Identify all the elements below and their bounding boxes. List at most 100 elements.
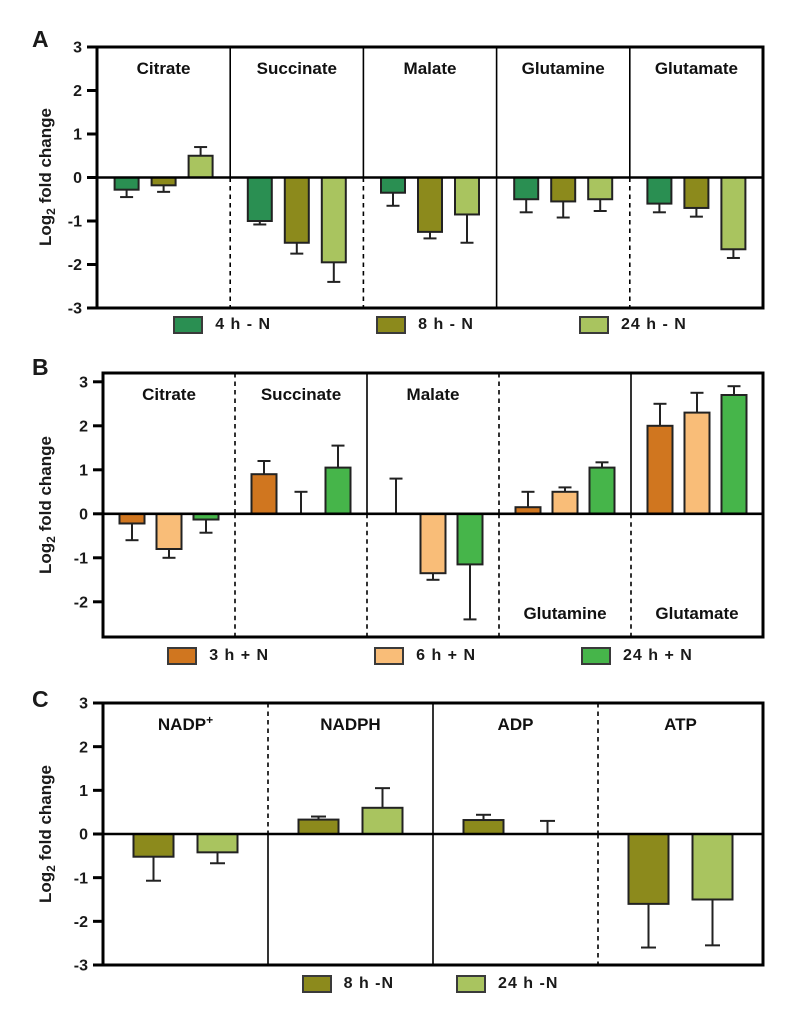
category-label: Malate bbox=[404, 59, 457, 78]
panel-c-legend: 8 h -N 24 h -N bbox=[97, 975, 763, 993]
category-label: NADP+ bbox=[158, 713, 213, 734]
bar bbox=[691, 833, 734, 901]
category-label: Glutamine bbox=[522, 59, 605, 78]
legend-label: 24 h - N bbox=[620, 316, 687, 333]
y-axis-tick-label: -1 bbox=[74, 870, 88, 887]
y-axis-tick-label: 3 bbox=[73, 40, 82, 57]
legend-label: 3 h + N bbox=[209, 647, 270, 664]
bar bbox=[283, 176, 310, 244]
legend-swatch-24h-minus-n bbox=[578, 316, 609, 334]
bar bbox=[155, 512, 183, 551]
bar bbox=[683, 411, 711, 515]
legend-item-24h-minus-n: 24 h -N bbox=[456, 975, 558, 993]
bar bbox=[513, 176, 540, 201]
category-label: Glutamate bbox=[655, 604, 738, 623]
legend-swatch-24h-plus-n bbox=[581, 647, 611, 665]
y-axis-tick-label: 3 bbox=[79, 696, 88, 713]
bar bbox=[454, 176, 480, 216]
category-label: Glutamate bbox=[655, 59, 738, 78]
category-label: ADP bbox=[498, 715, 534, 734]
legend-label: 4 h - N bbox=[215, 316, 272, 333]
legend-label: 24 h -N bbox=[498, 975, 559, 992]
panel-b-legend: 3 h + N 6 h + N 24 h + N bbox=[97, 647, 763, 665]
legend-label: 6 h + N bbox=[416, 647, 476, 664]
legend-item-24h-plus-n: 24 h + N bbox=[581, 647, 693, 665]
y-axis-tick-label: 1 bbox=[73, 127, 82, 144]
legend-item-3h-plus-n: 3 h + N bbox=[167, 647, 269, 665]
y-axis-tick-label: 2 bbox=[79, 418, 88, 435]
category-label: Succinate bbox=[261, 385, 341, 404]
y-axis-tick-label: -3 bbox=[74, 958, 88, 971]
bar bbox=[380, 176, 406, 194]
bar bbox=[462, 819, 505, 836]
bar bbox=[646, 424, 674, 515]
y-axis-tick-label: 2 bbox=[79, 739, 88, 756]
legend-item-4h-minus-n: 4 h - N bbox=[173, 316, 271, 334]
bar bbox=[118, 512, 146, 525]
bar bbox=[456, 512, 484, 566]
bar bbox=[551, 490, 579, 515]
panel-c-bar-chart: 3 2 1 0 -1 -2 -3 NADP+ NADPH ADP ATP bbox=[74, 696, 765, 971]
plot-border bbox=[101, 701, 765, 967]
bar bbox=[250, 473, 278, 515]
y-axis-tick-label: -2 bbox=[74, 914, 88, 931]
legend-swatch-4h-minus-n bbox=[173, 316, 204, 334]
y-axis-tick-label: 0 bbox=[79, 827, 88, 844]
legend-label: 8 h - N bbox=[418, 316, 474, 333]
bar bbox=[132, 833, 175, 858]
y-axis-tick-label: 1 bbox=[79, 783, 88, 800]
bar bbox=[417, 176, 443, 233]
legend-label: 8 h -N bbox=[343, 975, 395, 992]
category-label: ATP bbox=[664, 715, 697, 734]
legend-item-8h-minus-n: 8 h -N bbox=[301, 975, 395, 993]
category-label: Glutamine bbox=[523, 604, 606, 623]
category-label: Citrate bbox=[142, 385, 196, 404]
y-axis-tick-label: 1 bbox=[79, 462, 88, 479]
bar bbox=[646, 176, 673, 205]
bar bbox=[550, 176, 577, 203]
bar bbox=[627, 833, 670, 905]
bar bbox=[113, 176, 140, 191]
bar bbox=[320, 176, 347, 264]
legend-swatch-8h-minus-n bbox=[376, 316, 407, 334]
legend-swatch-3h-plus-n bbox=[167, 647, 198, 665]
bar bbox=[187, 154, 214, 179]
category-label: Citrate bbox=[137, 59, 191, 78]
bar bbox=[196, 833, 239, 854]
y-axis-tick-label: -2 bbox=[74, 594, 88, 611]
bar bbox=[246, 176, 273, 222]
bar bbox=[683, 176, 710, 209]
panel-a-bar-chart: 3 2 1 0 -1 -2 -3 Citrate Succinate Malate Glutamin… bbox=[68, 40, 765, 314]
y-axis-tick-label: 0 bbox=[73, 170, 82, 187]
bar bbox=[720, 176, 747, 251]
y-axis-tick-label: -2 bbox=[68, 257, 82, 274]
bar bbox=[297, 818, 340, 835]
legend-item-8h-minus-n: 8 h - N bbox=[376, 316, 474, 334]
category-label: Succinate bbox=[257, 59, 337, 78]
bar bbox=[587, 176, 614, 201]
bar bbox=[361, 806, 404, 836]
panel-b-bar-chart: 3 2 1 0 -1 -2 Citrate Succinate Malate Glutamine G… bbox=[74, 371, 765, 639]
legend-item-24h-minus-n: 24 h - N bbox=[578, 316, 687, 334]
y-axis-tick-label: -1 bbox=[74, 550, 88, 567]
legend-swatch-24h-minus-n bbox=[456, 975, 487, 993]
bar bbox=[720, 394, 748, 515]
category-label: Malate bbox=[407, 385, 460, 404]
panel-c-letter: C bbox=[32, 686, 49, 712]
bar bbox=[588, 466, 616, 515]
y-axis-tick-label: 0 bbox=[79, 506, 88, 523]
panel-a-legend: 4 h - N 8 h - N 24 h - N bbox=[97, 316, 763, 334]
legend-label: 24 h + N bbox=[623, 647, 693, 664]
y-axis-tick-label: -3 bbox=[68, 301, 82, 314]
panel-b-letter: B bbox=[32, 354, 49, 380]
bar bbox=[419, 512, 447, 575]
legend-swatch-8h-minus-n bbox=[301, 975, 332, 993]
plot-border bbox=[95, 45, 765, 310]
y-axis-tick-label: 2 bbox=[73, 83, 82, 100]
legend-swatch-6h-plus-n bbox=[374, 647, 405, 665]
panel-a-letter: A bbox=[32, 26, 49, 52]
legend-item-6h-plus-n: 6 h + N bbox=[374, 647, 476, 665]
plot-border bbox=[101, 371, 765, 639]
category-label: NADPH bbox=[320, 715, 380, 734]
